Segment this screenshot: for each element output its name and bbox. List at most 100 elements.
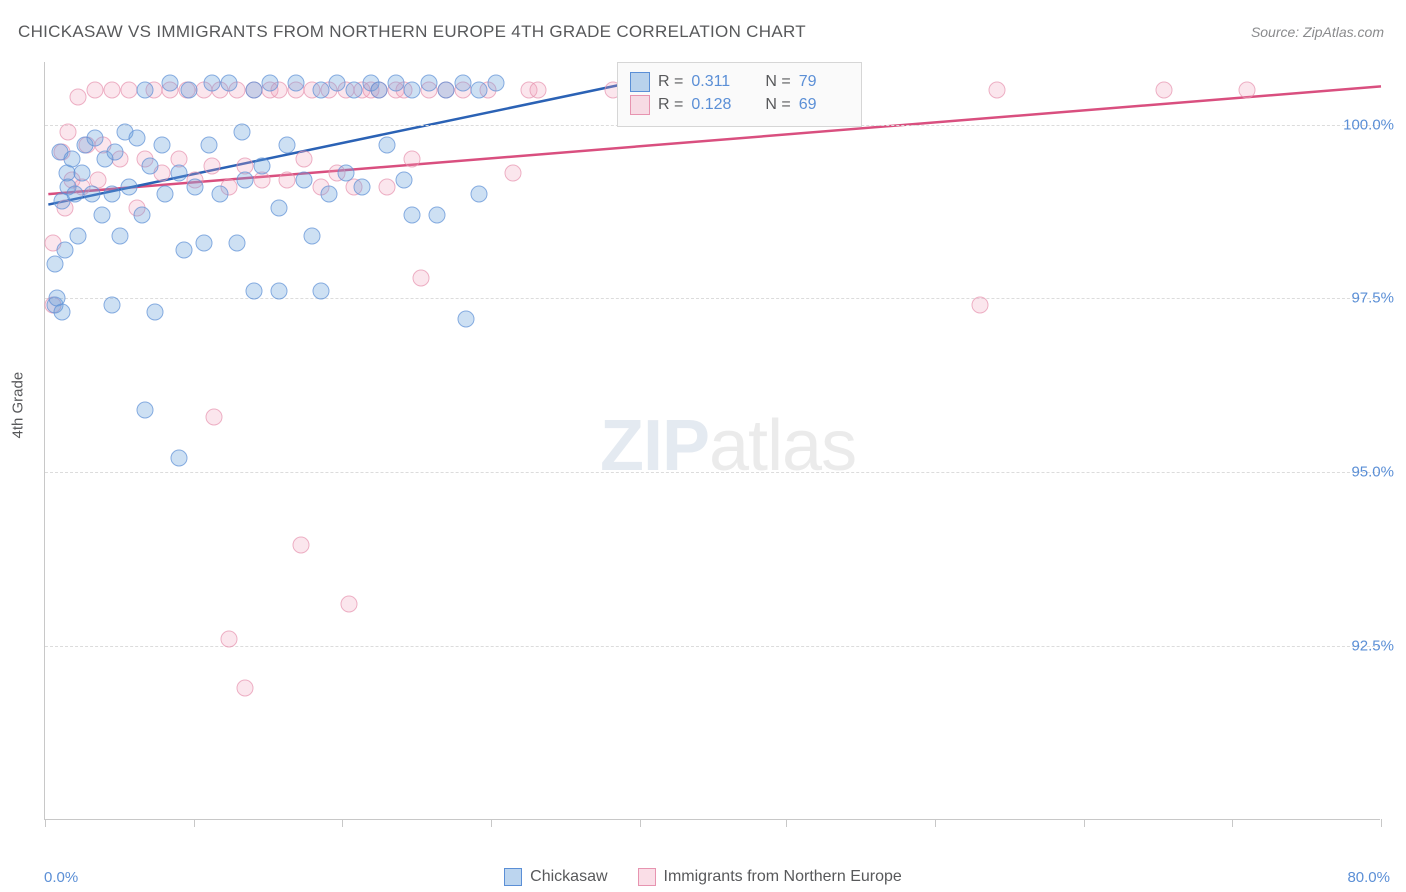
x-tick-mark: [786, 819, 787, 827]
x-tick-mark: [342, 819, 343, 827]
data-point: [137, 401, 154, 418]
data-point: [312, 283, 329, 300]
data-point: [103, 186, 120, 203]
data-point: [404, 151, 421, 168]
legend-bottom: Chickasaw Immigrants from Northern Europ…: [0, 868, 1406, 886]
chart-title: CHICKASAW VS IMMIGRANTS FROM NORTHERN EU…: [18, 22, 806, 42]
data-point: [254, 158, 271, 175]
data-point: [237, 679, 254, 696]
data-point: [147, 304, 164, 321]
x-tick-mark: [935, 819, 936, 827]
n-label-pink: N =: [765, 96, 790, 114]
data-point: [270, 200, 287, 217]
r-value-pink: 0.128: [691, 96, 741, 114]
legend-item-blue: Chickasaw: [504, 868, 607, 886]
y-tick-label: 100.0%: [1343, 116, 1394, 133]
data-point: [60, 123, 77, 140]
data-point: [292, 537, 309, 554]
data-point: [262, 74, 279, 91]
data-point: [1239, 81, 1256, 98]
x-tick-0: 0.0%: [44, 869, 78, 886]
data-point: [234, 123, 251, 140]
data-point: [157, 186, 174, 203]
data-point: [220, 631, 237, 648]
data-point: [175, 241, 192, 258]
stat-swatch-pink: [630, 95, 650, 115]
x-tick-mark: [491, 819, 492, 827]
data-point: [387, 74, 404, 91]
gridline-h: [45, 298, 1380, 299]
stat-swatch-blue: [630, 72, 650, 92]
y-tick-label: 97.5%: [1351, 290, 1394, 307]
r-label-blue: R =: [658, 73, 683, 91]
data-point: [107, 144, 124, 161]
y-axis-label: 4th Grade: [10, 372, 27, 439]
legend-label-pink: Immigrants from Northern Europe: [664, 868, 902, 886]
data-point: [204, 74, 221, 91]
x-tick-mark: [1381, 819, 1382, 827]
data-point: [457, 311, 474, 328]
legend-swatch-blue: [504, 868, 522, 886]
data-point: [340, 596, 357, 613]
data-point: [329, 74, 346, 91]
data-point: [67, 186, 84, 203]
data-point: [180, 81, 197, 98]
data-point: [83, 186, 100, 203]
data-point: [87, 81, 104, 98]
data-point: [128, 130, 145, 147]
data-point: [187, 179, 204, 196]
data-point: [87, 130, 104, 147]
data-point: [396, 172, 413, 189]
data-point: [270, 283, 287, 300]
data-point: [205, 408, 222, 425]
data-point: [70, 227, 87, 244]
data-point: [988, 81, 1005, 98]
x-tick-mark: [1232, 819, 1233, 827]
data-point: [112, 227, 129, 244]
watermark-logo: ZIPatlas: [600, 405, 856, 487]
data-point: [429, 206, 446, 223]
data-point: [471, 81, 488, 98]
source-value: ZipAtlas.com: [1303, 24, 1384, 40]
y-tick-label: 92.5%: [1351, 638, 1394, 655]
stat-row-pink: R = 0.128 N = 69: [630, 95, 849, 115]
r-value-blue: 0.311: [691, 73, 741, 91]
data-point: [304, 227, 321, 244]
data-point: [279, 172, 296, 189]
data-point: [142, 158, 159, 175]
n-value-pink: 69: [799, 96, 849, 114]
y-tick-label: 95.0%: [1351, 464, 1394, 481]
data-point: [371, 81, 388, 98]
data-point: [170, 165, 187, 182]
data-point: [379, 137, 396, 154]
data-point: [57, 241, 74, 258]
data-point: [320, 186, 337, 203]
data-point: [421, 74, 438, 91]
data-point: [229, 234, 246, 251]
x-tick-mark: [640, 819, 641, 827]
data-point: [245, 283, 262, 300]
data-point: [529, 81, 546, 98]
data-point: [245, 81, 262, 98]
correlation-stats-box: R = 0.311 N = 79 R = 0.128 N = 69: [617, 62, 862, 127]
x-tick-mark: [194, 819, 195, 827]
data-point: [379, 179, 396, 196]
r-label-pink: R =: [658, 96, 683, 114]
data-point: [287, 74, 304, 91]
n-label-blue: N =: [765, 73, 790, 91]
data-point: [204, 158, 221, 175]
data-point: [162, 74, 179, 91]
data-point: [337, 165, 354, 182]
data-point: [1155, 81, 1172, 98]
data-point: [454, 74, 471, 91]
data-point: [345, 81, 362, 98]
x-tick-mark: [45, 819, 46, 827]
data-point: [354, 179, 371, 196]
n-value-blue: 79: [799, 73, 849, 91]
data-point: [53, 304, 70, 321]
gridline-h: [45, 646, 1380, 647]
data-point: [404, 81, 421, 98]
data-point: [120, 81, 137, 98]
watermark-zip: ZIP: [600, 406, 709, 486]
data-point: [103, 81, 120, 98]
